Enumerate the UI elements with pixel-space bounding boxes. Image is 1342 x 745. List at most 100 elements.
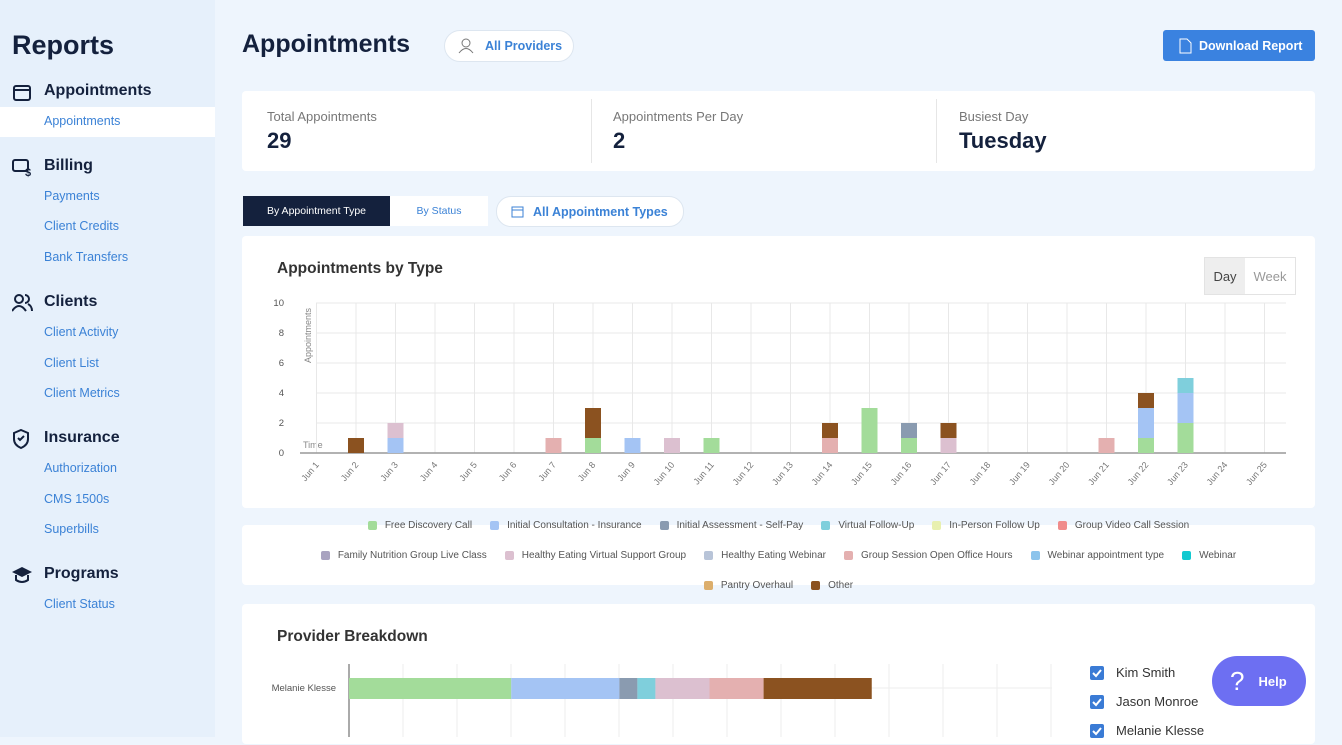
x-tick-label: Jun 3 [378,460,400,483]
sidebar: Reports Appointments Appointments $ Billing… [0,0,215,737]
legend-label: Free Discovery Call [384,519,473,531]
y-axis-label: Appointments [303,308,313,364]
legend-item[interactable]: Pantry Overhaul [703,570,793,600]
bar-segment [901,423,917,438]
legend-label: Healthy Eating Webinar [721,549,826,561]
legend-item[interactable]: Group Session Open Office Hours [843,540,1013,570]
y-tick-label: Melanie Klesse [272,683,336,694]
nav-item[interactable]: Client List [44,355,99,370]
x-tick-label: Jun 19 [1007,460,1032,487]
chart: Appointments by Type 0 2 4 6 8 10 Appointments T… [273,260,1286,487]
legend-item[interactable]: Webinar appointment type [1030,540,1164,570]
sidebar-title: Reports [12,30,115,60]
x-tick-label: Jun 17 [928,460,953,487]
nav-item[interactable]: Client Status [44,597,115,611]
legend-label: In-Person Follow Up [949,519,1040,531]
bar-segment [1098,438,1115,453]
legend-item[interactable]: Healthy Eating Webinar [704,540,826,570]
toggle-day[interactable]: Day [1205,258,1245,294]
nav-item[interactable]: Client Credits [44,219,120,234]
x-tick-label: Jun 14 [809,460,834,487]
provider-checkbox[interactable]: Kim Smith [1090,658,1204,687]
legend-swatch [504,550,514,560]
tab-active[interactable]: By Appointment Type [243,196,390,226]
legend-label: Family Nutrition Group Live Class [337,549,487,561]
legend-item[interactable]: In-Person Follow Up [932,510,1040,540]
x-tick-label: Jun 8 [576,460,598,483]
bar-segment [703,438,720,453]
nav-item[interactable]: Client Metrics [44,386,120,401]
x-tick-label: Jun 12 [730,460,755,487]
provider-card: Provider Breakdown Melanie Klesse Kim Smi… [242,604,1315,744]
legend-swatch [659,520,669,530]
y-tick-label: 6 [279,358,284,369]
calendar-icon [511,206,524,217]
legend-item[interactable]: Initial Assessment - Self-Pay [659,510,804,540]
section-icon [12,293,33,312]
download-button[interactable]: Download Report [1163,30,1315,61]
bar-segment [709,678,764,699]
legend-item[interactable]: Free Discovery Call [367,510,473,540]
legend-item[interactable]: Other [811,570,853,600]
x-tick-label: Jun 10 [651,460,676,487]
x-tick-label: Jun 21 [1086,460,1111,487]
provider-name: Melanie Klesse [1116,723,1205,738]
type-filter-label: All Appointment Types [533,204,668,219]
legend-label: Initial Assessment - Self-Pay [676,519,804,531]
svg-text:$: $ [25,167,31,179]
bar-segment [940,423,957,438]
section-icon [13,85,31,101]
legend-swatch [821,520,831,530]
x-axis-label: Time [303,440,323,450]
help-button[interactable]: ? Help [1212,656,1306,706]
bar-segment [1177,393,1194,423]
bar-segment [545,438,562,453]
provider-filter[interactable]: All Providers [444,30,574,62]
legend-label: Other [828,579,854,591]
provider-checkbox[interactable]: Melanie Klesse [1090,716,1204,745]
bar-segment [1177,423,1194,453]
x-tick-label: Jun 25 [1244,460,1269,487]
legend-label: Healthy Eating Virtual Support Group [521,549,687,561]
x-tick-label: Jun 18 [967,460,992,487]
y-tick-label: 2 [279,418,284,429]
nav-item[interactable]: Authorization [44,460,117,475]
legend-item[interactable]: Family Nutrition Group Live Class [320,540,487,570]
y-tick-label: 8 [279,328,284,339]
legend-swatch [704,550,714,560]
download-label: Download Report [1199,38,1303,53]
legend-label: Group Video Call Session [1074,519,1190,531]
nav-item[interactable]: Payments [44,188,100,203]
toggle-week[interactable]: Week [1253,268,1287,284]
section-title: Clients [44,292,98,310]
bar-segment [1177,378,1194,393]
bar-segment [348,438,364,453]
provider-filter-label: All Providers [485,39,563,53]
nav-item[interactable]: Appointments [44,114,121,128]
x-tick-label: Jun 13 [770,460,795,487]
section-icon [12,567,32,583]
legend-item[interactable]: Webinar [1182,540,1236,570]
bar-segment [655,678,710,699]
section-title: Insurance [44,428,120,446]
section-title: Appointments [44,82,152,99]
nav-item[interactable]: Superbills [44,522,99,537]
legend-swatch [932,520,942,530]
tab[interactable]: By Status [390,196,488,226]
nav-item[interactable]: CMS 1500s [44,491,110,506]
chart-card: Day Week Appointments by Type 0 2 4 6 8 10 Appo… [242,236,1315,508]
nav-item[interactable]: Bank Transfers [44,250,129,265]
legend-item[interactable]: Group Video Call Session [1057,510,1190,540]
legend-swatch [843,550,853,560]
provider-checkbox[interactable]: Jason Monroe [1090,687,1204,716]
legend-swatch [1057,520,1067,530]
legend: Free Discovery Call Initial Consultation … [242,520,1315,591]
type-filter[interactable]: All Appointment Types [496,196,684,227]
legend-item[interactable]: Initial Consultation - Insurance [490,510,642,540]
nav-item[interactable]: Client Activity [44,324,119,339]
bar-segment [901,438,917,453]
provider-name: Jason Monroe [1116,694,1199,709]
x-tick-label: Jun 16 [888,460,913,487]
legend-item[interactable]: Healthy Eating Virtual Support Group [504,540,687,570]
legend-item[interactable]: Virtual Follow-Up [821,510,914,540]
